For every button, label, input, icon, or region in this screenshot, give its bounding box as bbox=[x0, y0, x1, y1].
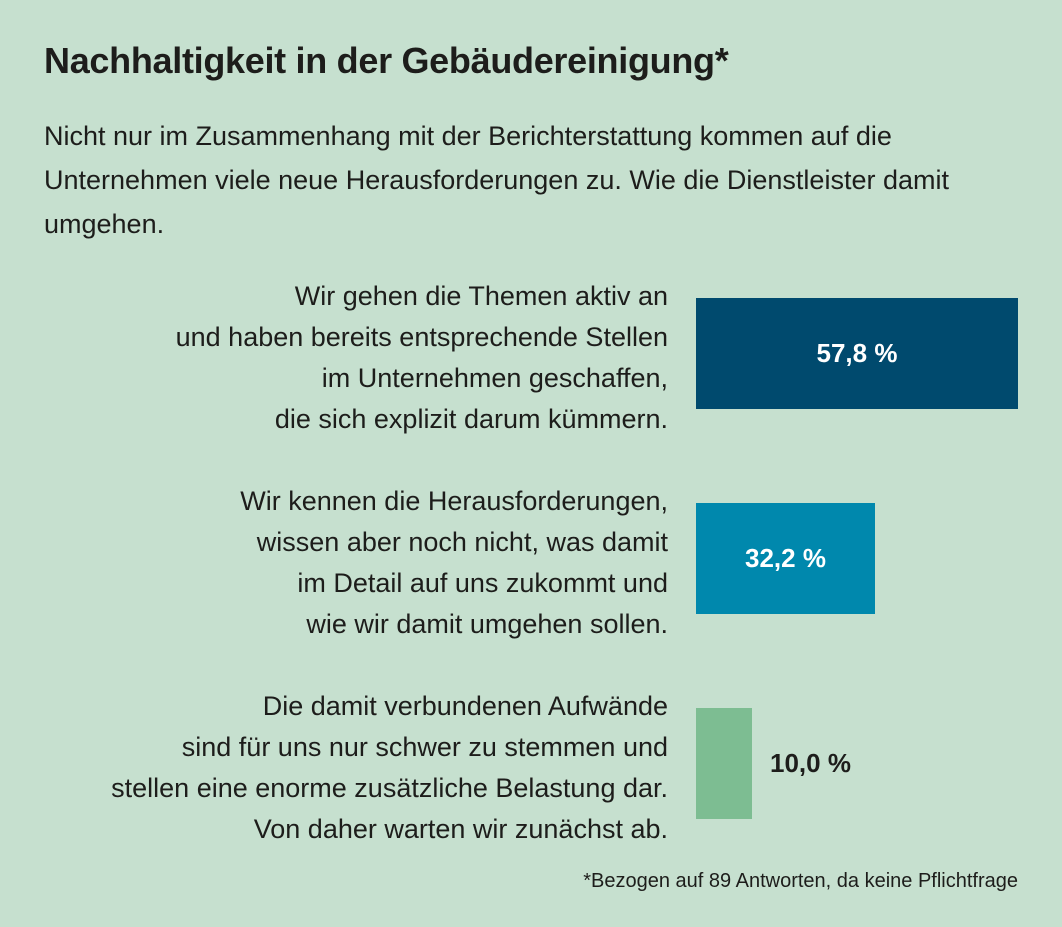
category-label-line: im Unternehmen geschaffen, bbox=[321, 363, 668, 393]
category-label-line: im Detail auf uns zukommt und bbox=[297, 568, 668, 598]
category-label-line: und haben bereits entsprechende Stellen bbox=[175, 322, 668, 352]
category-label-line: die sich explizit darum kümmern. bbox=[274, 404, 668, 434]
category-label-line: Wir kennen die Herausforderungen, bbox=[240, 486, 668, 516]
category-label-line: wissen aber noch nicht, was damit bbox=[256, 527, 668, 557]
bar bbox=[696, 708, 752, 819]
bar-value-label: 10,0 % bbox=[770, 748, 851, 778]
bar-value-label: 32,2 % bbox=[745, 543, 826, 573]
category-label-line: Wir gehen die Themen aktiv an bbox=[294, 281, 668, 311]
category-label-line: stellen eine enorme zusätzliche Belastun… bbox=[111, 773, 668, 803]
category-label: Wir kennen die Herausforderungen, wissen … bbox=[240, 481, 668, 645]
category-label-line: wie wir damit umgehen sollen. bbox=[306, 609, 668, 639]
bar bbox=[696, 298, 1018, 409]
category-label-line: sind für uns nur schwer zu stemmen und bbox=[181, 732, 668, 762]
intro-text: Nicht nur im Zusammenhang mit der Berich… bbox=[44, 121, 949, 239]
category-label-line: Von daher warten wir zunächst ab. bbox=[253, 814, 668, 844]
category-label-line: Die damit verbundenen Aufwände bbox=[262, 691, 668, 721]
chart-title: Nachhaltigkeit in der Gebäudereinigung* bbox=[44, 40, 729, 81]
footnote: *Bezogen auf 89 Antworten, da keine Pfli… bbox=[583, 870, 1018, 892]
bar bbox=[696, 503, 875, 614]
category-label: Die damit verbundenen Aufwände sind für u… bbox=[111, 686, 668, 850]
category-label: Wir gehen die Themen aktiv an und haben b… bbox=[176, 276, 668, 440]
bar-value-label: 57,8 % bbox=[816, 338, 898, 368]
